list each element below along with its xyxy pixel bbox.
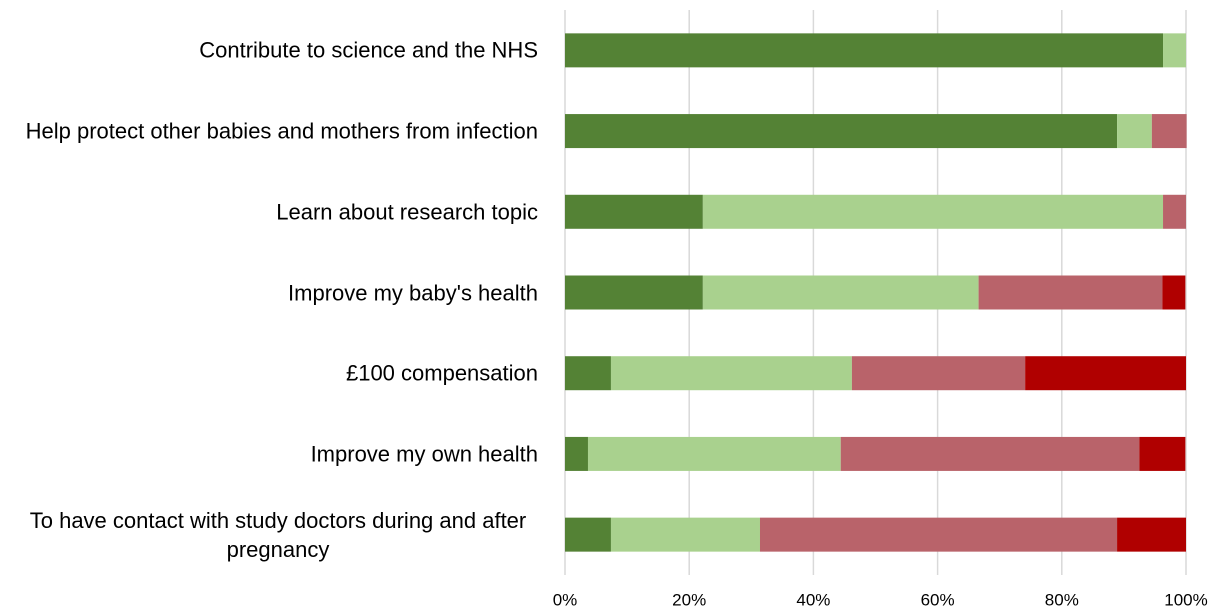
bar-segment bbox=[610, 356, 852, 391]
category-label: Improve my baby's health bbox=[288, 280, 538, 305]
category-label: To have contact with study doctors durin… bbox=[29, 507, 527, 562]
bar-segment bbox=[1025, 356, 1186, 391]
bar-segment bbox=[1163, 194, 1186, 229]
bar-segment bbox=[1117, 517, 1186, 552]
bar-segment bbox=[1151, 114, 1187, 149]
bar-segment bbox=[565, 275, 703, 310]
category-label: £100 compensation bbox=[345, 360, 538, 386]
bar-segment bbox=[587, 436, 841, 471]
bar-segment bbox=[759, 517, 1118, 552]
bar-segment bbox=[978, 275, 1163, 310]
bar-segment bbox=[1117, 114, 1152, 149]
x-tick-label: 0% bbox=[553, 590, 578, 609]
bar-segment bbox=[702, 275, 979, 310]
bar-segment bbox=[565, 356, 611, 391]
bar-segment bbox=[565, 436, 588, 471]
category-label: Improve my own health bbox=[310, 441, 538, 467]
bar-segment bbox=[565, 194, 703, 229]
x-tick-label: 40% bbox=[796, 590, 830, 609]
x-tick-label: 80% bbox=[1045, 590, 1079, 609]
bar-segment bbox=[565, 114, 1118, 149]
x-tick-label: 20% bbox=[672, 590, 706, 609]
bar-segment bbox=[702, 194, 1164, 229]
x-tick-label: 60% bbox=[921, 590, 955, 609]
bar-segment bbox=[1139, 436, 1186, 471]
bar-segment bbox=[1162, 275, 1186, 310]
bar-segment bbox=[565, 33, 1164, 68]
bar-segment bbox=[840, 436, 1140, 471]
category-label: Contribute to science and the NHS bbox=[199, 37, 538, 63]
bar-segment bbox=[851, 356, 1026, 391]
bar-segment bbox=[565, 517, 611, 552]
bar-segment bbox=[610, 517, 760, 552]
category-label: Help protect other babies and mothers fr… bbox=[25, 118, 538, 144]
bar-segment bbox=[1163, 33, 1186, 68]
x-tick-label: 100% bbox=[1164, 590, 1207, 609]
category-label: Learn about research topic bbox=[276, 199, 538, 225]
